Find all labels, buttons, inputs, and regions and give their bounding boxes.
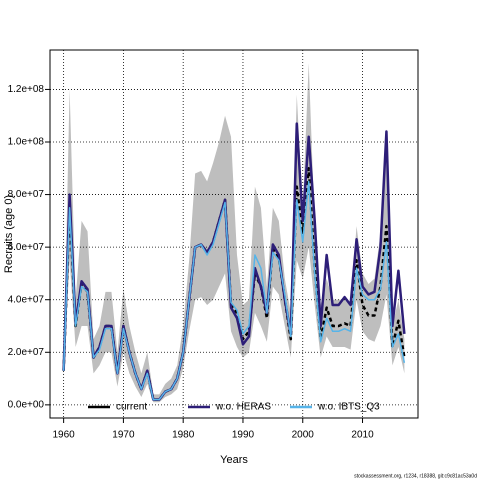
- x-axis-label: Years: [220, 454, 248, 466]
- y-tick-label: 8.0e+07: [8, 189, 45, 200]
- x-tick-label: 2000: [292, 430, 315, 441]
- y-tick-label: 6.0e+07: [8, 242, 45, 253]
- y-tick-label: 1.2e+08: [8, 84, 45, 95]
- legend-label: w.o. HERAS: [215, 402, 271, 413]
- legend-label: w.o. IBTS_Q3: [317, 402, 380, 413]
- y-axis-label: Recruits (age 0): [3, 195, 15, 273]
- y-tick-label: 0.0e+00: [8, 399, 45, 410]
- series-line: [62, 180, 406, 401]
- y-tick-label: 4.0e+07: [8, 294, 45, 305]
- x-tick-label: 1970: [112, 430, 135, 441]
- x-tick-label: 1980: [172, 430, 195, 441]
- y-tick-label: 1.0e+08: [8, 137, 45, 148]
- legend-label: current: [116, 402, 147, 413]
- footnote: stockassessment.org, r1234, r18388, git:…: [354, 473, 477, 479]
- x-tick-label: 1960: [53, 430, 76, 441]
- y-tick-label: 2.0e+07: [8, 347, 45, 358]
- x-tick-label: 2010: [351, 430, 374, 441]
- plot-frame: [49, 49, 419, 419]
- x-tick-label: 1990: [232, 430, 255, 441]
